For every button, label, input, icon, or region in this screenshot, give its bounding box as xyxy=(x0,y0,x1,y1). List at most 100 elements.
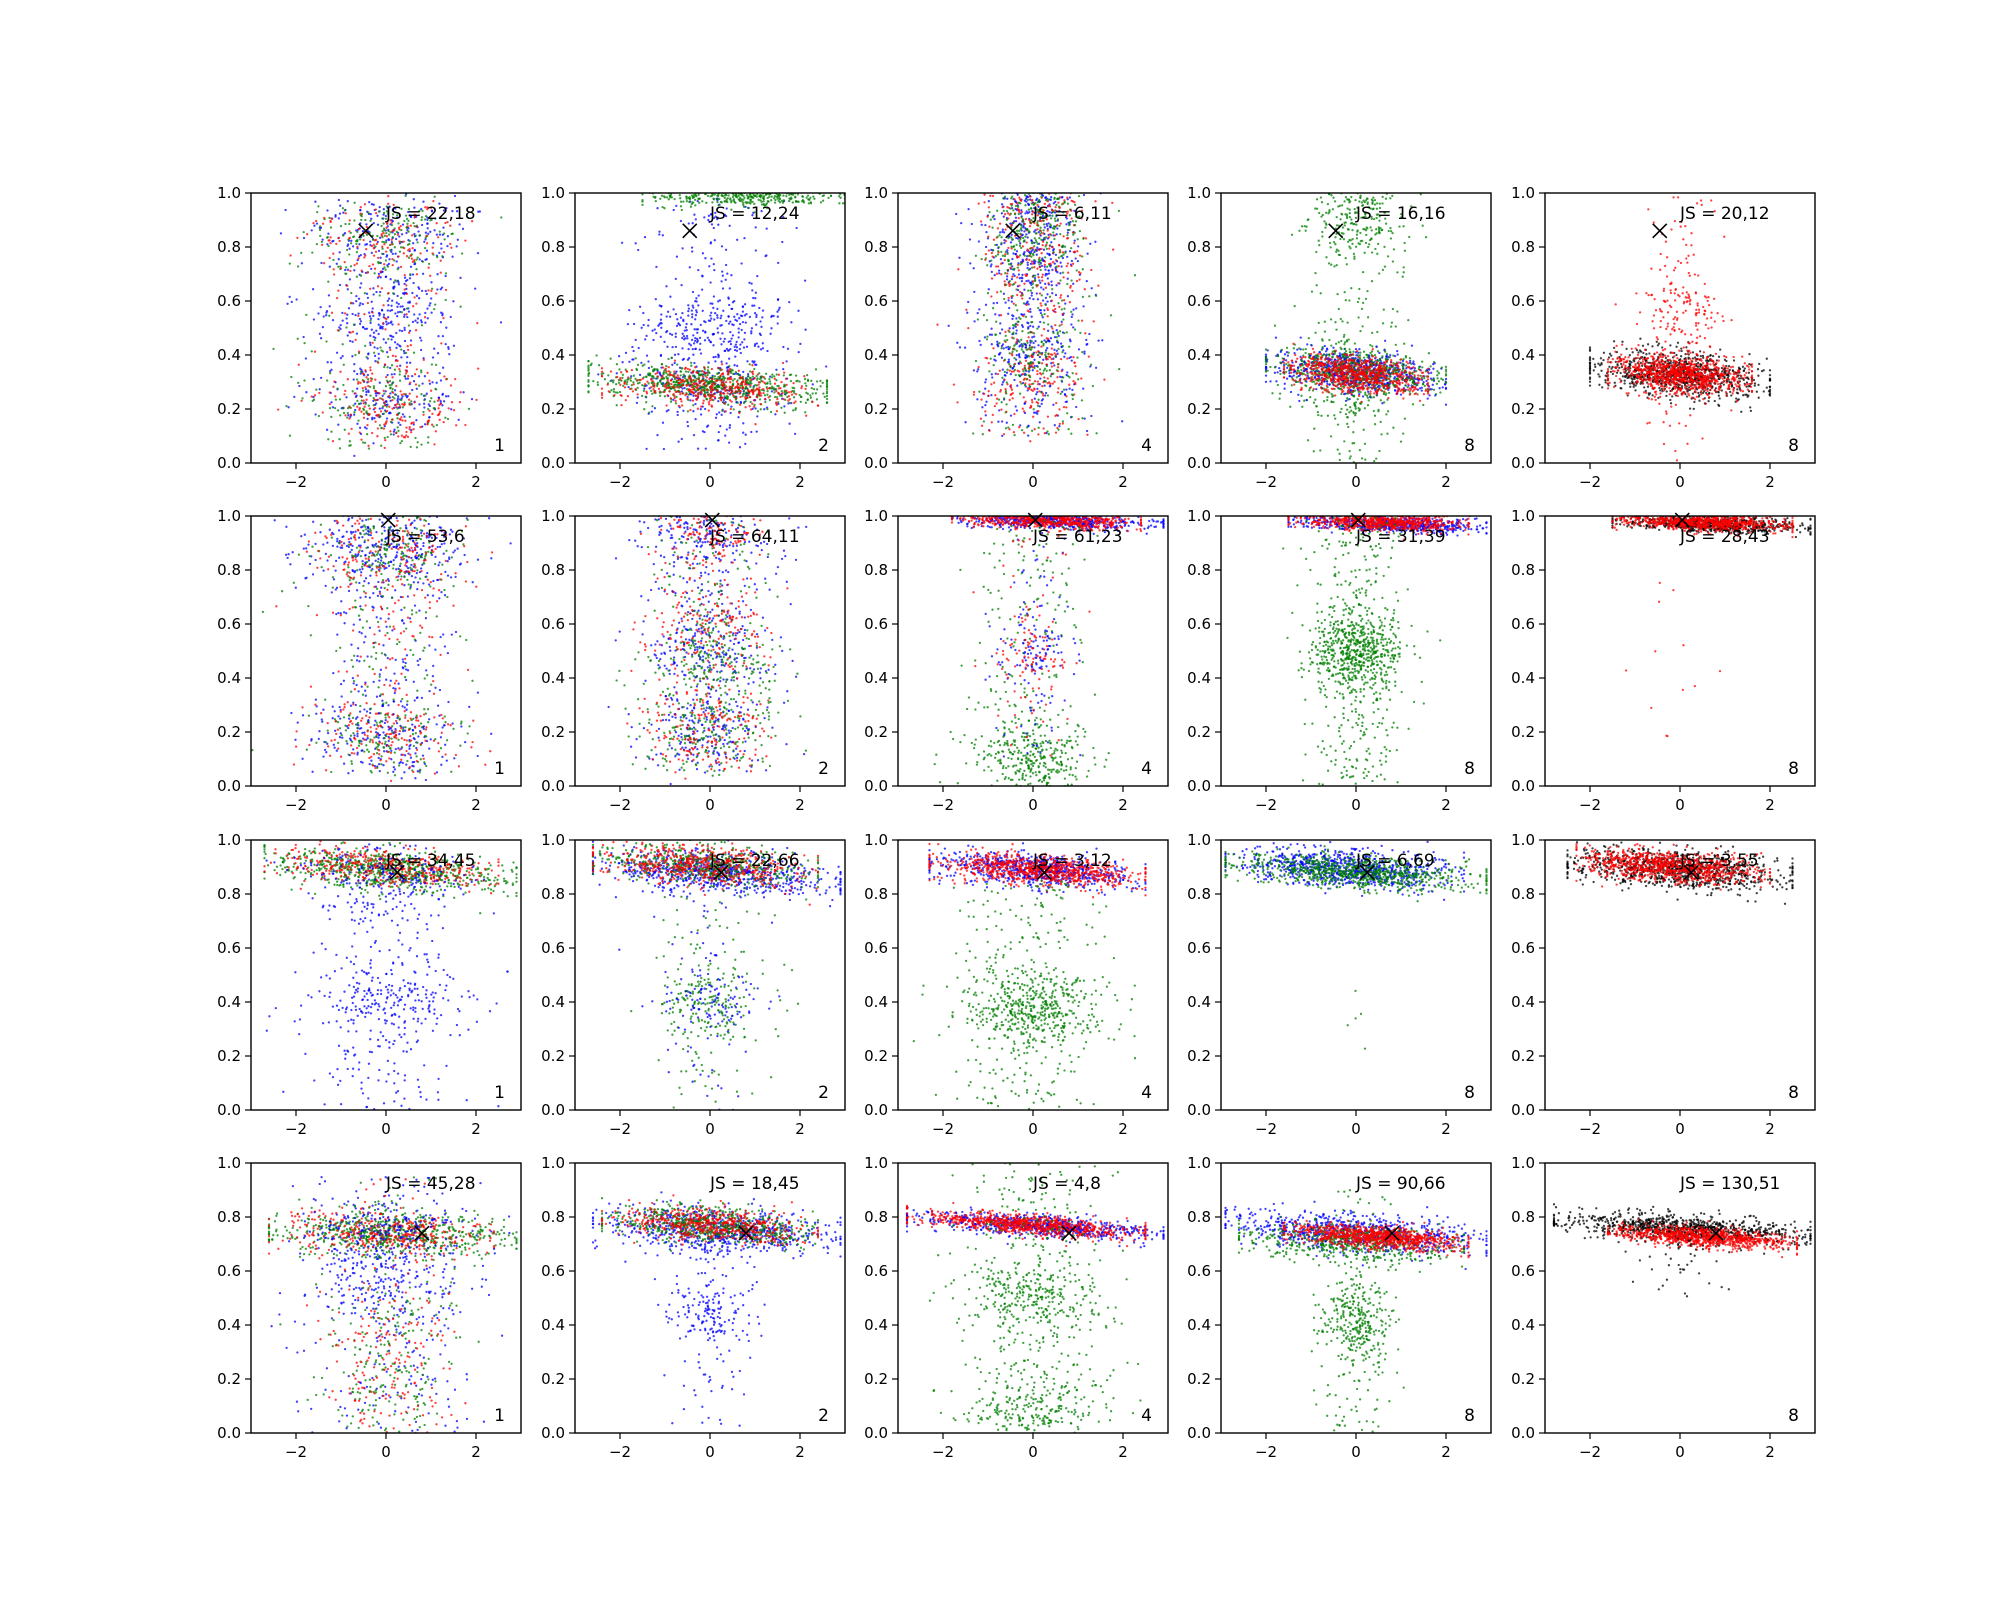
point xyxy=(391,189,393,191)
point xyxy=(766,349,769,353)
point xyxy=(1083,417,1086,420)
point xyxy=(816,404,820,407)
point xyxy=(1004,301,1007,304)
point xyxy=(380,308,384,312)
point xyxy=(1040,180,1042,182)
point xyxy=(794,374,798,377)
point xyxy=(768,377,771,381)
point xyxy=(766,196,769,200)
point xyxy=(360,282,363,285)
point xyxy=(436,288,439,291)
point xyxy=(738,403,742,406)
point xyxy=(1033,211,1036,215)
point xyxy=(391,236,394,239)
point xyxy=(392,292,395,295)
point xyxy=(391,376,394,379)
point xyxy=(364,386,367,389)
point xyxy=(401,403,404,406)
point xyxy=(350,291,353,295)
point xyxy=(1054,200,1057,204)
point xyxy=(320,240,324,244)
point xyxy=(339,224,343,228)
point xyxy=(1051,343,1054,346)
point xyxy=(675,255,679,258)
point xyxy=(752,190,754,192)
point xyxy=(409,381,412,384)
point xyxy=(1006,212,1010,215)
point xyxy=(432,425,435,428)
point xyxy=(1075,307,1078,310)
point xyxy=(369,366,372,369)
point xyxy=(650,365,653,368)
point xyxy=(645,375,648,379)
point xyxy=(654,372,657,376)
point xyxy=(391,391,395,394)
point xyxy=(424,258,427,261)
point xyxy=(1033,397,1036,400)
point xyxy=(999,314,1003,317)
point xyxy=(1066,212,1069,215)
point xyxy=(406,345,409,348)
point xyxy=(825,379,829,382)
point xyxy=(788,193,791,196)
point xyxy=(357,350,361,353)
point xyxy=(987,361,990,365)
point xyxy=(381,247,384,250)
point xyxy=(668,194,671,197)
point xyxy=(703,320,706,323)
point xyxy=(420,321,423,324)
point xyxy=(805,414,808,417)
point xyxy=(341,311,344,315)
point xyxy=(758,398,762,401)
point xyxy=(426,423,429,426)
point xyxy=(958,256,961,259)
point xyxy=(1011,366,1015,370)
point xyxy=(1036,228,1039,231)
point xyxy=(717,204,720,207)
point xyxy=(393,389,397,392)
point xyxy=(1070,264,1073,268)
point xyxy=(310,229,313,232)
point xyxy=(675,395,678,399)
point xyxy=(329,241,332,245)
point xyxy=(723,196,726,200)
point xyxy=(386,381,390,384)
point xyxy=(428,404,432,408)
point xyxy=(814,368,818,371)
point xyxy=(1018,210,1021,214)
point xyxy=(441,255,444,258)
point xyxy=(784,393,787,396)
point xyxy=(1054,293,1058,297)
point xyxy=(1046,227,1049,231)
point xyxy=(1005,346,1008,349)
point xyxy=(337,258,340,261)
point xyxy=(1005,421,1008,424)
point xyxy=(718,186,720,188)
point xyxy=(303,379,306,382)
point xyxy=(829,194,833,197)
point xyxy=(987,200,990,203)
point xyxy=(729,197,732,200)
point xyxy=(451,209,454,213)
point xyxy=(1017,229,1021,233)
point xyxy=(1049,337,1053,340)
point xyxy=(713,392,716,396)
point xyxy=(437,413,441,416)
point xyxy=(377,352,380,356)
point xyxy=(984,387,987,390)
point xyxy=(407,398,411,401)
point xyxy=(716,316,719,319)
point xyxy=(1044,296,1048,300)
point xyxy=(1032,411,1036,414)
point xyxy=(383,436,386,440)
point xyxy=(362,389,365,392)
point xyxy=(1058,408,1061,411)
point xyxy=(1068,345,1071,348)
point xyxy=(691,250,694,253)
point xyxy=(773,395,777,399)
point xyxy=(742,194,745,197)
point xyxy=(1078,229,1082,233)
point xyxy=(411,260,415,263)
point xyxy=(477,367,480,370)
